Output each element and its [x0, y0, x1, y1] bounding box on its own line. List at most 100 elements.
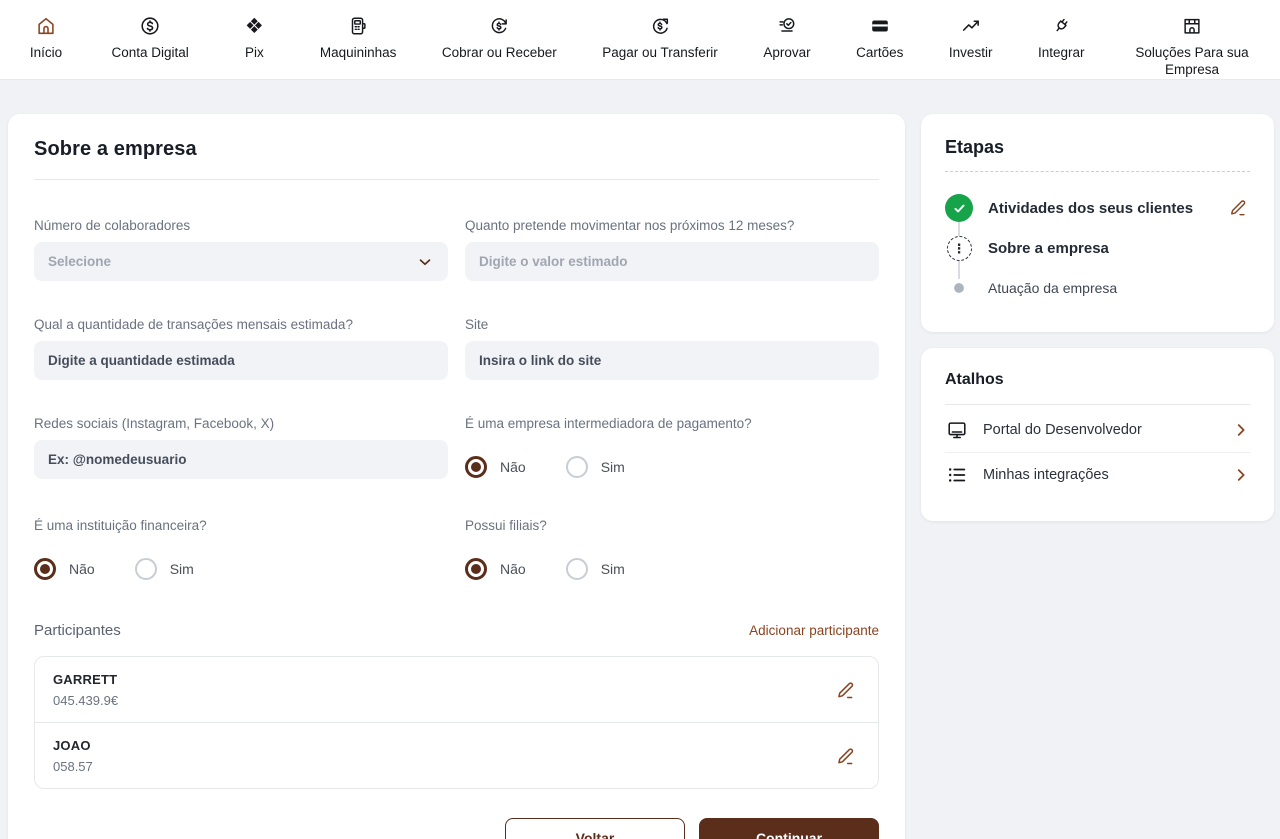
participant-row: JOAO 058.57: [35, 722, 878, 788]
radio-options: Não Sim: [465, 452, 879, 482]
select-placeholder: Selecione: [48, 254, 112, 269]
pencil-icon: [835, 746, 856, 767]
nav-item-cobrar-ou-receber[interactable]: Cobrar ou Receber: [442, 14, 557, 62]
field-label: É uma empresa intermediadora de pagament…: [465, 416, 752, 431]
nav-label: Início: [29, 45, 63, 60]
shortcuts-card-title: Atalhos: [945, 371, 1004, 388]
steps-list: Atividades dos seus clientes ⋮ Sobre a e…: [945, 188, 1250, 308]
radio-option-sim[interactable]: Sim: [565, 558, 625, 580]
dashed-divider: [945, 171, 1250, 172]
company-form-card: Sobre a empresa Número de colaboradores …: [8, 114, 905, 839]
nav-item-aprovar[interactable]: Aprovar: [763, 14, 811, 62]
participant-document: 058.57: [53, 759, 93, 774]
social-media-input[interactable]: [34, 440, 448, 479]
title-divider: [34, 179, 879, 180]
nav-label: Soluções Para sua Empresa: [1135, 45, 1249, 77]
radio-unselected-icon: [134, 558, 157, 580]
dollar-circle-icon: [138, 14, 162, 38]
radio-label: Sim: [600, 459, 625, 475]
nav-item-solucoes-empresa[interactable]: Soluções Para sua Empresa: [1130, 14, 1254, 79]
approve-icon: [775, 14, 799, 38]
storefront-icon: [1180, 14, 1204, 38]
field-transacoes-mensais: Qual a quantidade de transações mensais …: [34, 317, 448, 380]
credit-card-icon: [868, 14, 892, 38]
steps-card: Etapas Atividades dos seus clientes: [921, 114, 1274, 332]
form-grid: Número de colaboradores Selecione Quanto…: [34, 218, 879, 620]
back-button[interactable]: Voltar: [505, 818, 685, 839]
top-navigation: Início Conta Digital ❖ Pix Maquininhas C…: [0, 0, 1280, 80]
form-actions: Voltar Continuar: [34, 818, 879, 839]
radio-option-nao[interactable]: Não: [465, 456, 526, 478]
check-circle-icon: [945, 194, 973, 222]
field-numero-colaboradores: Número de colaboradores Selecione: [34, 218, 448, 281]
participant-document: 045.439.9€: [53, 693, 119, 708]
transfer-money-icon: [648, 14, 672, 38]
radio-label: Não: [69, 561, 95, 577]
nav-label: Aprovar: [763, 45, 811, 60]
step-label: Atuação da empresa: [988, 280, 1118, 296]
chevron-right-icon: [1232, 421, 1250, 439]
shortcut-label: Portal do Desenvolvedor: [983, 421, 1142, 438]
radio-selected-icon: [465, 558, 487, 580]
field-site: Site: [465, 317, 879, 380]
nav-item-maquininhas[interactable]: Maquininhas: [319, 14, 397, 62]
chevron-down-icon: [416, 253, 434, 271]
steps-card-title: Etapas: [945, 137, 1005, 157]
monthly-transactions-input[interactable]: [34, 341, 448, 380]
radio-label: Sim: [600, 561, 625, 577]
radio-options: Não Sim: [34, 554, 448, 584]
nav-item-pagar-ou-transferir[interactable]: Pagar ou Transferir: [602, 14, 718, 62]
nav-label: Maquininhas: [319, 45, 397, 60]
nav-item-inicio[interactable]: Início: [26, 14, 66, 62]
pencil-icon: [1228, 198, 1248, 218]
field-label: Redes sociais (Instagram, Facebook, X): [34, 416, 275, 431]
trend-up-icon: [959, 14, 983, 38]
page-body: Sobre a empresa Número de colaboradores …: [0, 80, 1280, 839]
radio-option-nao[interactable]: Não: [34, 558, 95, 580]
step-sobre-a-empresa: ⋮ Sobre a empresa: [945, 228, 1250, 268]
participants-header: Participantes Adicionar participante: [34, 622, 879, 639]
field-label: Site: [465, 317, 489, 332]
page-title: Sobre a empresa: [34, 138, 197, 160]
field-label: Quanto pretende movimentar nos próximos …: [465, 218, 795, 233]
divider: [945, 404, 1250, 405]
estimated-value-input[interactable]: [465, 242, 879, 281]
step-atividades-clientes: Atividades dos seus clientes: [945, 188, 1250, 228]
home-icon: [34, 14, 58, 38]
pending-step-dot-icon: [945, 279, 973, 297]
field-label: É uma instituição financeira?: [34, 518, 207, 533]
shortcut-minhas-integracoes[interactable]: Minhas integrações: [945, 452, 1250, 497]
nav-item-investir[interactable]: Investir: [949, 14, 992, 62]
nav-item-cartoes[interactable]: Cartões: [856, 14, 903, 62]
nav-item-integrar[interactable]: Integrar: [1037, 14, 1085, 62]
step-label: Atividades dos seus clientes: [988, 199, 1194, 217]
step-atuacao-da-empresa: Atuação da empresa: [945, 268, 1250, 308]
edit-participant-button[interactable]: [833, 678, 858, 703]
participant-name: JOAO: [53, 738, 91, 753]
nav-label: Conta Digital: [111, 45, 189, 60]
collaborators-select[interactable]: Selecione: [34, 242, 448, 281]
participant-name: GARRETT: [53, 672, 118, 687]
chevron-right-icon: [1232, 466, 1250, 484]
nav-item-conta-digital[interactable]: Conta Digital: [112, 14, 189, 62]
participant-info: JOAO 058.57: [53, 738, 93, 774]
radio-option-nao[interactable]: Não: [465, 558, 526, 580]
edit-step-button[interactable]: [1226, 196, 1250, 220]
shortcut-portal-desenvolvedor[interactable]: Portal do Desenvolvedor: [945, 407, 1250, 452]
field-movimentacao-12-meses: Quanto pretende movimentar nos próximos …: [465, 218, 879, 281]
continue-button[interactable]: Continuar: [699, 818, 879, 839]
radio-options: Não Sim: [465, 554, 879, 584]
radio-option-sim[interactable]: Sim: [134, 558, 194, 580]
edit-participant-button[interactable]: [833, 744, 858, 769]
site-input[interactable]: [465, 341, 879, 380]
radio-option-sim[interactable]: Sim: [565, 456, 625, 478]
radio-unselected-icon: [565, 558, 588, 580]
nav-label: Integrar: [1037, 45, 1085, 60]
radio-selected-icon: [465, 456, 487, 478]
pix-icon: ❖: [244, 14, 264, 38]
add-participant-link[interactable]: Adicionar participante: [749, 623, 879, 638]
field-label: Número de colaboradores: [34, 218, 191, 233]
shortcut-label: Minhas integrações: [983, 467, 1109, 483]
nav-item-pix[interactable]: ❖ Pix: [234, 14, 274, 62]
nav-label: Pix: [244, 45, 264, 60]
